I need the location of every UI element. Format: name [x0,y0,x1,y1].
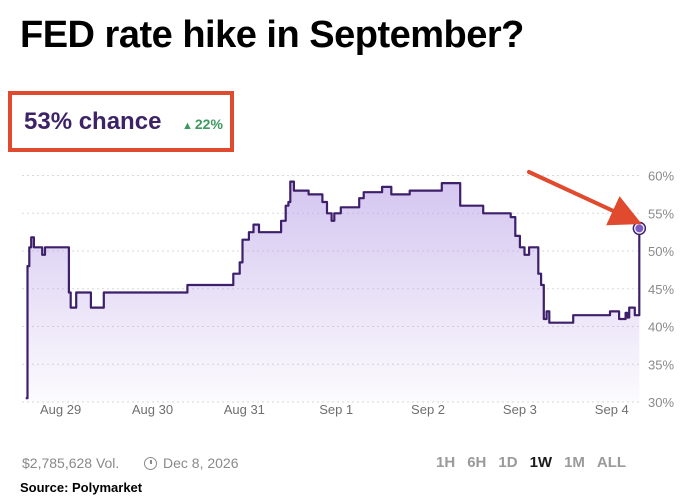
x-tick-label: Sep 4 [595,402,629,417]
volume-label: $2,785,628 Vol. [22,455,120,471]
range-1w[interactable]: 1W [529,454,553,471]
range-6h[interactable]: 6H [467,454,487,471]
page-title: FED rate hike in September? [20,14,524,56]
x-tick-label: Aug 29 [40,402,81,417]
y-tick-label: 45% [648,282,674,297]
change-value: 22% [194,116,223,132]
x-tick-label: Aug 31 [224,402,265,417]
date-text: Dec 8, 2026 [163,455,239,471]
series-line [25,180,641,400]
highlight-box [8,91,234,152]
range-selector: 1H 6H 1D 1W 1M ALL [436,454,626,471]
source-label: Source: Polymarket [20,480,143,495]
x-tick-label: Sep 3 [503,402,537,417]
x-tick-label: Aug 30 [132,402,173,417]
annotation-arrow [527,170,642,226]
y-tick-label: 60% [648,169,674,184]
range-1h[interactable]: 1H [436,454,456,471]
range-1d[interactable]: 1D [498,454,518,471]
y-tick-label: 50% [648,244,674,259]
y-tick-label: 40% [648,320,674,335]
clock-icon [144,456,157,470]
current-point [635,224,644,233]
date-label: Dec 8, 2026 [144,455,239,471]
y-tick-label: 35% [648,357,674,372]
chance-value: 53% chance [24,108,162,135]
x-tick-label: Sep 1 [319,402,353,417]
series-area [25,181,640,402]
range-all[interactable]: ALL [596,454,627,471]
y-tick-label: 30% [648,395,674,410]
range-1m[interactable]: 1M [564,454,585,471]
change-badge: ▲ 22% [182,116,223,132]
y-tick-label: 55% [648,206,674,221]
up-triangle-icon: ▲ [182,120,193,132]
x-tick-label: Sep 2 [411,402,445,417]
